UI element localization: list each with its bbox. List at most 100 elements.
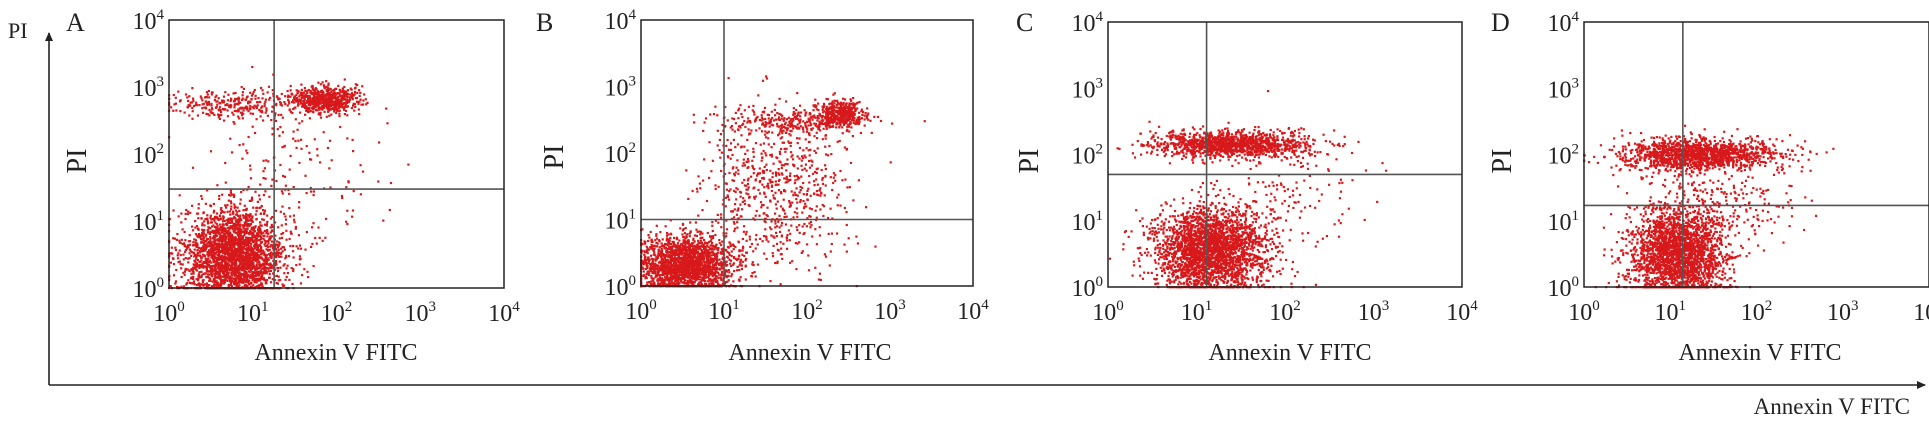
scatter-point [218, 106, 222, 109]
scatter-point [706, 261, 709, 264]
scatter-point [359, 193, 362, 196]
scatter-point [282, 231, 285, 235]
scatter-point [236, 228, 239, 231]
scatter-point [725, 260, 728, 263]
scatter-point [247, 135, 250, 139]
scatter-point [324, 236, 327, 239]
scatter-point [706, 242, 709, 245]
scatter-point [245, 213, 248, 216]
scatter-point [192, 281, 195, 284]
scatter-point [229, 275, 232, 278]
scatter-point [696, 248, 699, 251]
scatter-point [256, 200, 259, 203]
scatter-point [255, 106, 258, 110]
scatter-point [327, 91, 330, 94]
scatter-point [703, 239, 706, 242]
scatter-point [263, 211, 266, 214]
scatter-point [293, 101, 296, 104]
scatter-point [199, 95, 202, 98]
scatter-point [174, 246, 177, 249]
scatter-point [327, 97, 330, 100]
scatter-point [244, 98, 247, 101]
scatter-point [213, 230, 217, 233]
scatter-point [223, 244, 226, 247]
scatter-point [249, 281, 252, 285]
scatter-point [328, 114, 331, 117]
scatter-point [732, 280, 735, 283]
scatter-point [172, 263, 176, 266]
scatter-point [201, 231, 204, 235]
scatter-point [251, 267, 254, 270]
scatter-point [265, 271, 268, 274]
scatter-point [282, 174, 285, 178]
scatter-point [204, 260, 207, 263]
scatter-point [190, 272, 193, 275]
scatter-point [207, 103, 211, 106]
scatter-point [282, 284, 285, 287]
scatter-point [365, 103, 368, 106]
scatter-point [218, 223, 221, 226]
scatter-point [320, 106, 323, 109]
scatter-point [232, 113, 235, 116]
scatter-point [190, 268, 194, 271]
scatter-point [247, 223, 250, 226]
scatter-point [261, 274, 264, 277]
scatter-point [262, 92, 265, 95]
scatter-point [188, 269, 191, 273]
scatter-point [644, 261, 648, 264]
scatter-point [200, 274, 203, 277]
scatter-point [254, 190, 257, 193]
scatter-point [245, 219, 248, 222]
scatter-point [331, 89, 334, 92]
scatter-point [264, 265, 267, 268]
scatter-point [260, 106, 263, 109]
scatter-point [704, 261, 707, 264]
x-tick-label: 101 [237, 299, 269, 327]
scatter-point [316, 98, 319, 101]
scatter-point [224, 104, 227, 107]
scatter-point [214, 276, 217, 279]
scatter-point [244, 223, 247, 226]
scatter-point [175, 238, 178, 241]
scatter-point [217, 281, 220, 284]
scatter-point [186, 268, 189, 271]
scatter-point [233, 103, 236, 106]
scatter-point [215, 281, 218, 284]
scatter-point [734, 257, 737, 260]
scatter-point [716, 258, 719, 262]
scatter-point [223, 269, 226, 272]
scatter-point [229, 137, 232, 140]
scatter-point [696, 251, 699, 254]
scatter-point [317, 226, 320, 229]
scatter-point [275, 252, 278, 255]
scatter-point [321, 105, 324, 108]
y-axis-label: PI [539, 145, 570, 170]
scatter-point [260, 267, 263, 271]
scatter-point [361, 170, 365, 173]
scatter-point [653, 282, 656, 285]
scatter-point [186, 281, 189, 285]
scatter-point [245, 272, 248, 275]
scatter-point [216, 256, 219, 259]
scatter-point [322, 90, 325, 93]
scatter-point [325, 115, 328, 118]
scatter-point [353, 103, 356, 106]
scatter-point [219, 276, 222, 279]
scatter-point [240, 107, 243, 110]
scatter-point [193, 248, 196, 251]
scatter-point [230, 263, 233, 266]
scatter-point [221, 280, 224, 283]
scatter-point [191, 229, 195, 232]
scatter-point [274, 119, 277, 123]
scatter-point [721, 271, 724, 274]
scatter-point [239, 272, 242, 276]
scatter-point [242, 269, 246, 272]
scatter-point [644, 242, 647, 245]
scatter-point [266, 214, 269, 217]
y-tick-label: 103 [605, 74, 637, 102]
scatter-point [318, 95, 321, 98]
scatter-point [309, 100, 312, 103]
scatter-point [288, 192, 291, 195]
scatter-point [255, 266, 258, 269]
scatter-point [316, 99, 320, 102]
